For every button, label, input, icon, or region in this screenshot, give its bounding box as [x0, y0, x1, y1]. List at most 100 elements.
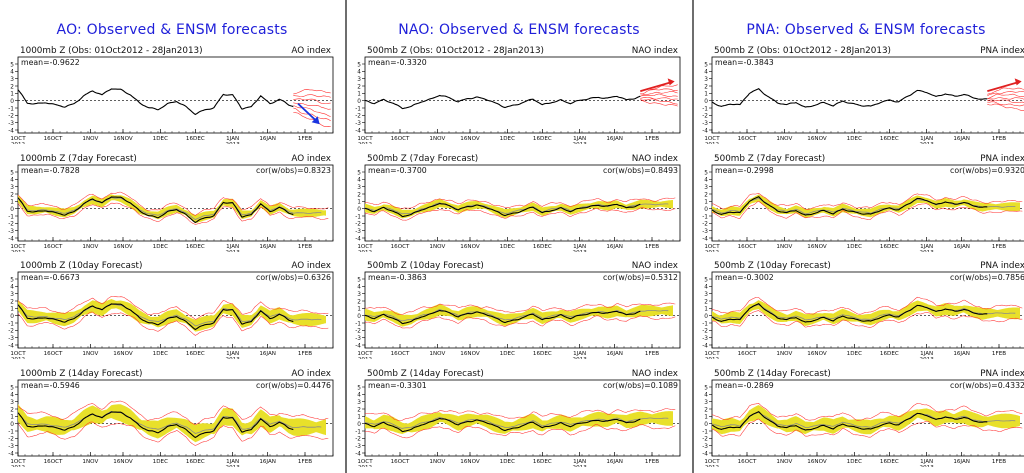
panel-label: 1000mb Z (14day Forecast): [20, 369, 142, 379]
mean-label: mean=-0.9622: [21, 58, 80, 67]
x-tick-year: 2013: [226, 250, 241, 252]
x-tick-label: 16NOV: [460, 136, 480, 142]
ensemble-member-line: [293, 94, 331, 98]
x-tick-year: 2012: [11, 465, 25, 467]
y-tick-label: -1: [702, 321, 708, 327]
y-tick-label: -3: [8, 336, 14, 342]
y-tick-label: 2: [10, 299, 14, 305]
x-tick-year: 2013: [573, 465, 588, 467]
x-tick-label: 1FEB: [992, 459, 1006, 465]
x-tick-year: 2013: [573, 357, 588, 359]
y-tick-label: -3: [702, 444, 708, 450]
x-tick-label: 1FEB: [298, 244, 312, 250]
y-tick-label: -4: [702, 128, 708, 134]
panel-label: 500mb Z (Obs: 01Oct2012 - 28Jan2013): [367, 46, 544, 56]
x-tick-label: 1OCT: [357, 351, 373, 357]
y-tick-label: -4: [702, 343, 708, 349]
y-tick-label: -3: [702, 229, 708, 235]
y-tick-label: -2: [355, 114, 361, 120]
y-tick-label: -2: [8, 437, 14, 443]
plot-frame: [364, 56, 681, 134]
y-tick-label: 2: [704, 192, 708, 198]
y-tick-label: 1: [357, 200, 361, 206]
observed-index-line: [17, 303, 294, 331]
x-tick-label: 1OCT: [10, 244, 26, 250]
y-tick-label: 4: [10, 285, 14, 291]
x-tick-label: 1FEB: [992, 351, 1006, 357]
x-tick-label: 1OCT: [704, 244, 720, 250]
pna-panel-10day: 500mb Z (10day Forecast) PNA index mean=-0…: [702, 261, 1024, 359]
panel-label: 1000mb Z (7day Forecast): [20, 154, 137, 164]
trend-arrow-up: [640, 78, 675, 92]
y-tick-label: -1: [355, 429, 361, 435]
y-tick-label: 0: [704, 422, 708, 428]
y-tick-label: 4: [357, 393, 361, 399]
y-tick-label: 4: [704, 178, 708, 184]
y-tick-label: 0: [10, 314, 14, 320]
column-divider: [345, 0, 348, 473]
x-tick-label: 1OCT: [704, 459, 720, 465]
y-tick-label: 5: [704, 385, 708, 391]
y-tick-label: -3: [355, 336, 361, 342]
x-tick-label: 1JAN: [226, 244, 239, 250]
y-tick-label: -2: [8, 114, 14, 120]
observed-index-line: [364, 309, 641, 325]
ensemble-member-line: [987, 87, 1024, 95]
x-tick-label: 16JAN: [259, 244, 276, 250]
y-tick-label: 4: [10, 178, 14, 184]
observed-index-line: [364, 94, 641, 110]
panel-label: 500mb Z (14day Forecast): [714, 369, 831, 379]
x-tick-label: 1DEC: [847, 244, 862, 250]
y-tick-label: 3: [357, 400, 361, 406]
mean-label: mean=-0.3320: [368, 58, 427, 67]
x-tick-label: 16OCT: [44, 351, 63, 357]
y-tick-label: 5: [357, 385, 361, 391]
panel-label: 500mb Z (10day Forecast): [714, 261, 831, 271]
x-tick-label: 1NOV: [429, 459, 445, 465]
x-tick-label: 16OCT: [44, 459, 63, 465]
panel-index-label: PNA index: [980, 154, 1024, 164]
ao-panel-10day: 1000mb Z (10day Forecast) AO index mean=-0…: [8, 261, 334, 359]
y-tick-label: 3: [704, 77, 708, 83]
y-tick-label: 1: [704, 200, 708, 206]
x-tick-label: 1FEB: [645, 136, 659, 142]
y-tick-label: 0: [357, 99, 361, 105]
ao-panel-7day: 1000mb Z (7day Forecast) AO index mean=-0.…: [8, 154, 334, 252]
x-tick-label: 1OCT: [10, 136, 26, 142]
ensemble-mean-line: [17, 303, 322, 327]
x-tick-label: 1JAN: [573, 136, 586, 142]
mean-label: mean=-0.6673: [21, 273, 80, 282]
ensemble-member-line: [293, 88, 331, 95]
x-tick-label: 16DEC: [186, 244, 205, 250]
observed-index-line: [17, 88, 294, 116]
ensemble-member-line: [293, 112, 331, 127]
ensemble-member-line: [640, 96, 678, 100]
x-tick-year: 2013: [920, 465, 935, 467]
x-tick-label: 1DEC: [153, 136, 168, 142]
x-tick-label: 16NOV: [113, 244, 133, 250]
y-tick-label: -4: [8, 343, 14, 349]
y-tick-label: -2: [355, 222, 361, 228]
ensemble-spread-band: [18, 194, 326, 224]
ensemble-max-line: [711, 403, 1023, 421]
x-tick-label: 1OCT: [704, 136, 720, 142]
ensemble-max-line: [711, 296, 1023, 315]
y-tick-label: 2: [357, 192, 361, 198]
y-tick-label: -1: [8, 214, 14, 220]
x-tick-label: 1NOV: [776, 244, 792, 250]
mean-label: mean=-0.3843: [715, 58, 774, 67]
y-tick-label: -4: [702, 236, 708, 242]
x-tick-label: 1NOV: [82, 244, 98, 250]
pna-column-title: PNA: Observed & ENSM forecasts: [746, 22, 986, 38]
x-tick-label: 16DEC: [880, 351, 899, 357]
ensemble-min-line: [17, 311, 329, 336]
plot-frame: [364, 271, 681, 349]
y-tick-label: 1: [704, 415, 708, 421]
x-tick-label: 1NOV: [429, 244, 445, 250]
y-tick-label: 2: [704, 299, 708, 305]
y-tick-label: 3: [10, 77, 14, 83]
mean-label: mean=-0.2869: [715, 381, 774, 390]
y-tick-label: 3: [704, 185, 708, 191]
y-tick-label: 3: [10, 292, 14, 298]
mean-label: mean=-0.5946: [21, 381, 80, 390]
